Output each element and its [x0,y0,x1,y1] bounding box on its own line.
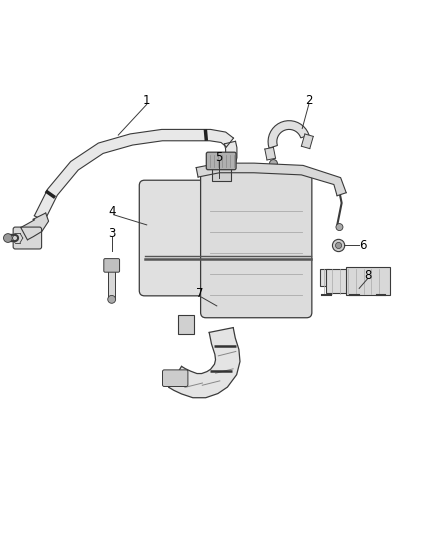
FancyBboxPatch shape [162,370,188,386]
Bar [346,266,390,295]
Circle shape [336,243,342,248]
Polygon shape [21,213,49,240]
Bar [212,166,231,181]
Polygon shape [301,134,313,149]
FancyBboxPatch shape [201,172,312,318]
Polygon shape [169,328,240,398]
Circle shape [332,239,345,252]
Text: 1: 1 [143,94,151,108]
Polygon shape [34,130,233,221]
Text: 3: 3 [108,227,115,240]
Bar [178,314,194,334]
Circle shape [4,233,12,243]
FancyBboxPatch shape [139,180,224,296]
Text: 4: 4 [108,205,116,218]
Text: 8: 8 [364,269,371,282]
Text: 2: 2 [305,94,313,108]
FancyBboxPatch shape [206,152,236,169]
Polygon shape [196,163,346,196]
Polygon shape [224,141,237,164]
Circle shape [336,223,343,231]
Circle shape [269,159,277,167]
Bar [326,269,348,293]
Polygon shape [268,120,309,148]
FancyBboxPatch shape [13,227,42,249]
Text: 5: 5 [215,151,223,164]
Circle shape [108,295,116,303]
Polygon shape [108,266,115,300]
FancyBboxPatch shape [104,259,120,272]
Bar [320,269,328,286]
Text: 6: 6 [359,239,367,252]
Text: 7: 7 [196,287,204,300]
Polygon shape [265,147,276,160]
